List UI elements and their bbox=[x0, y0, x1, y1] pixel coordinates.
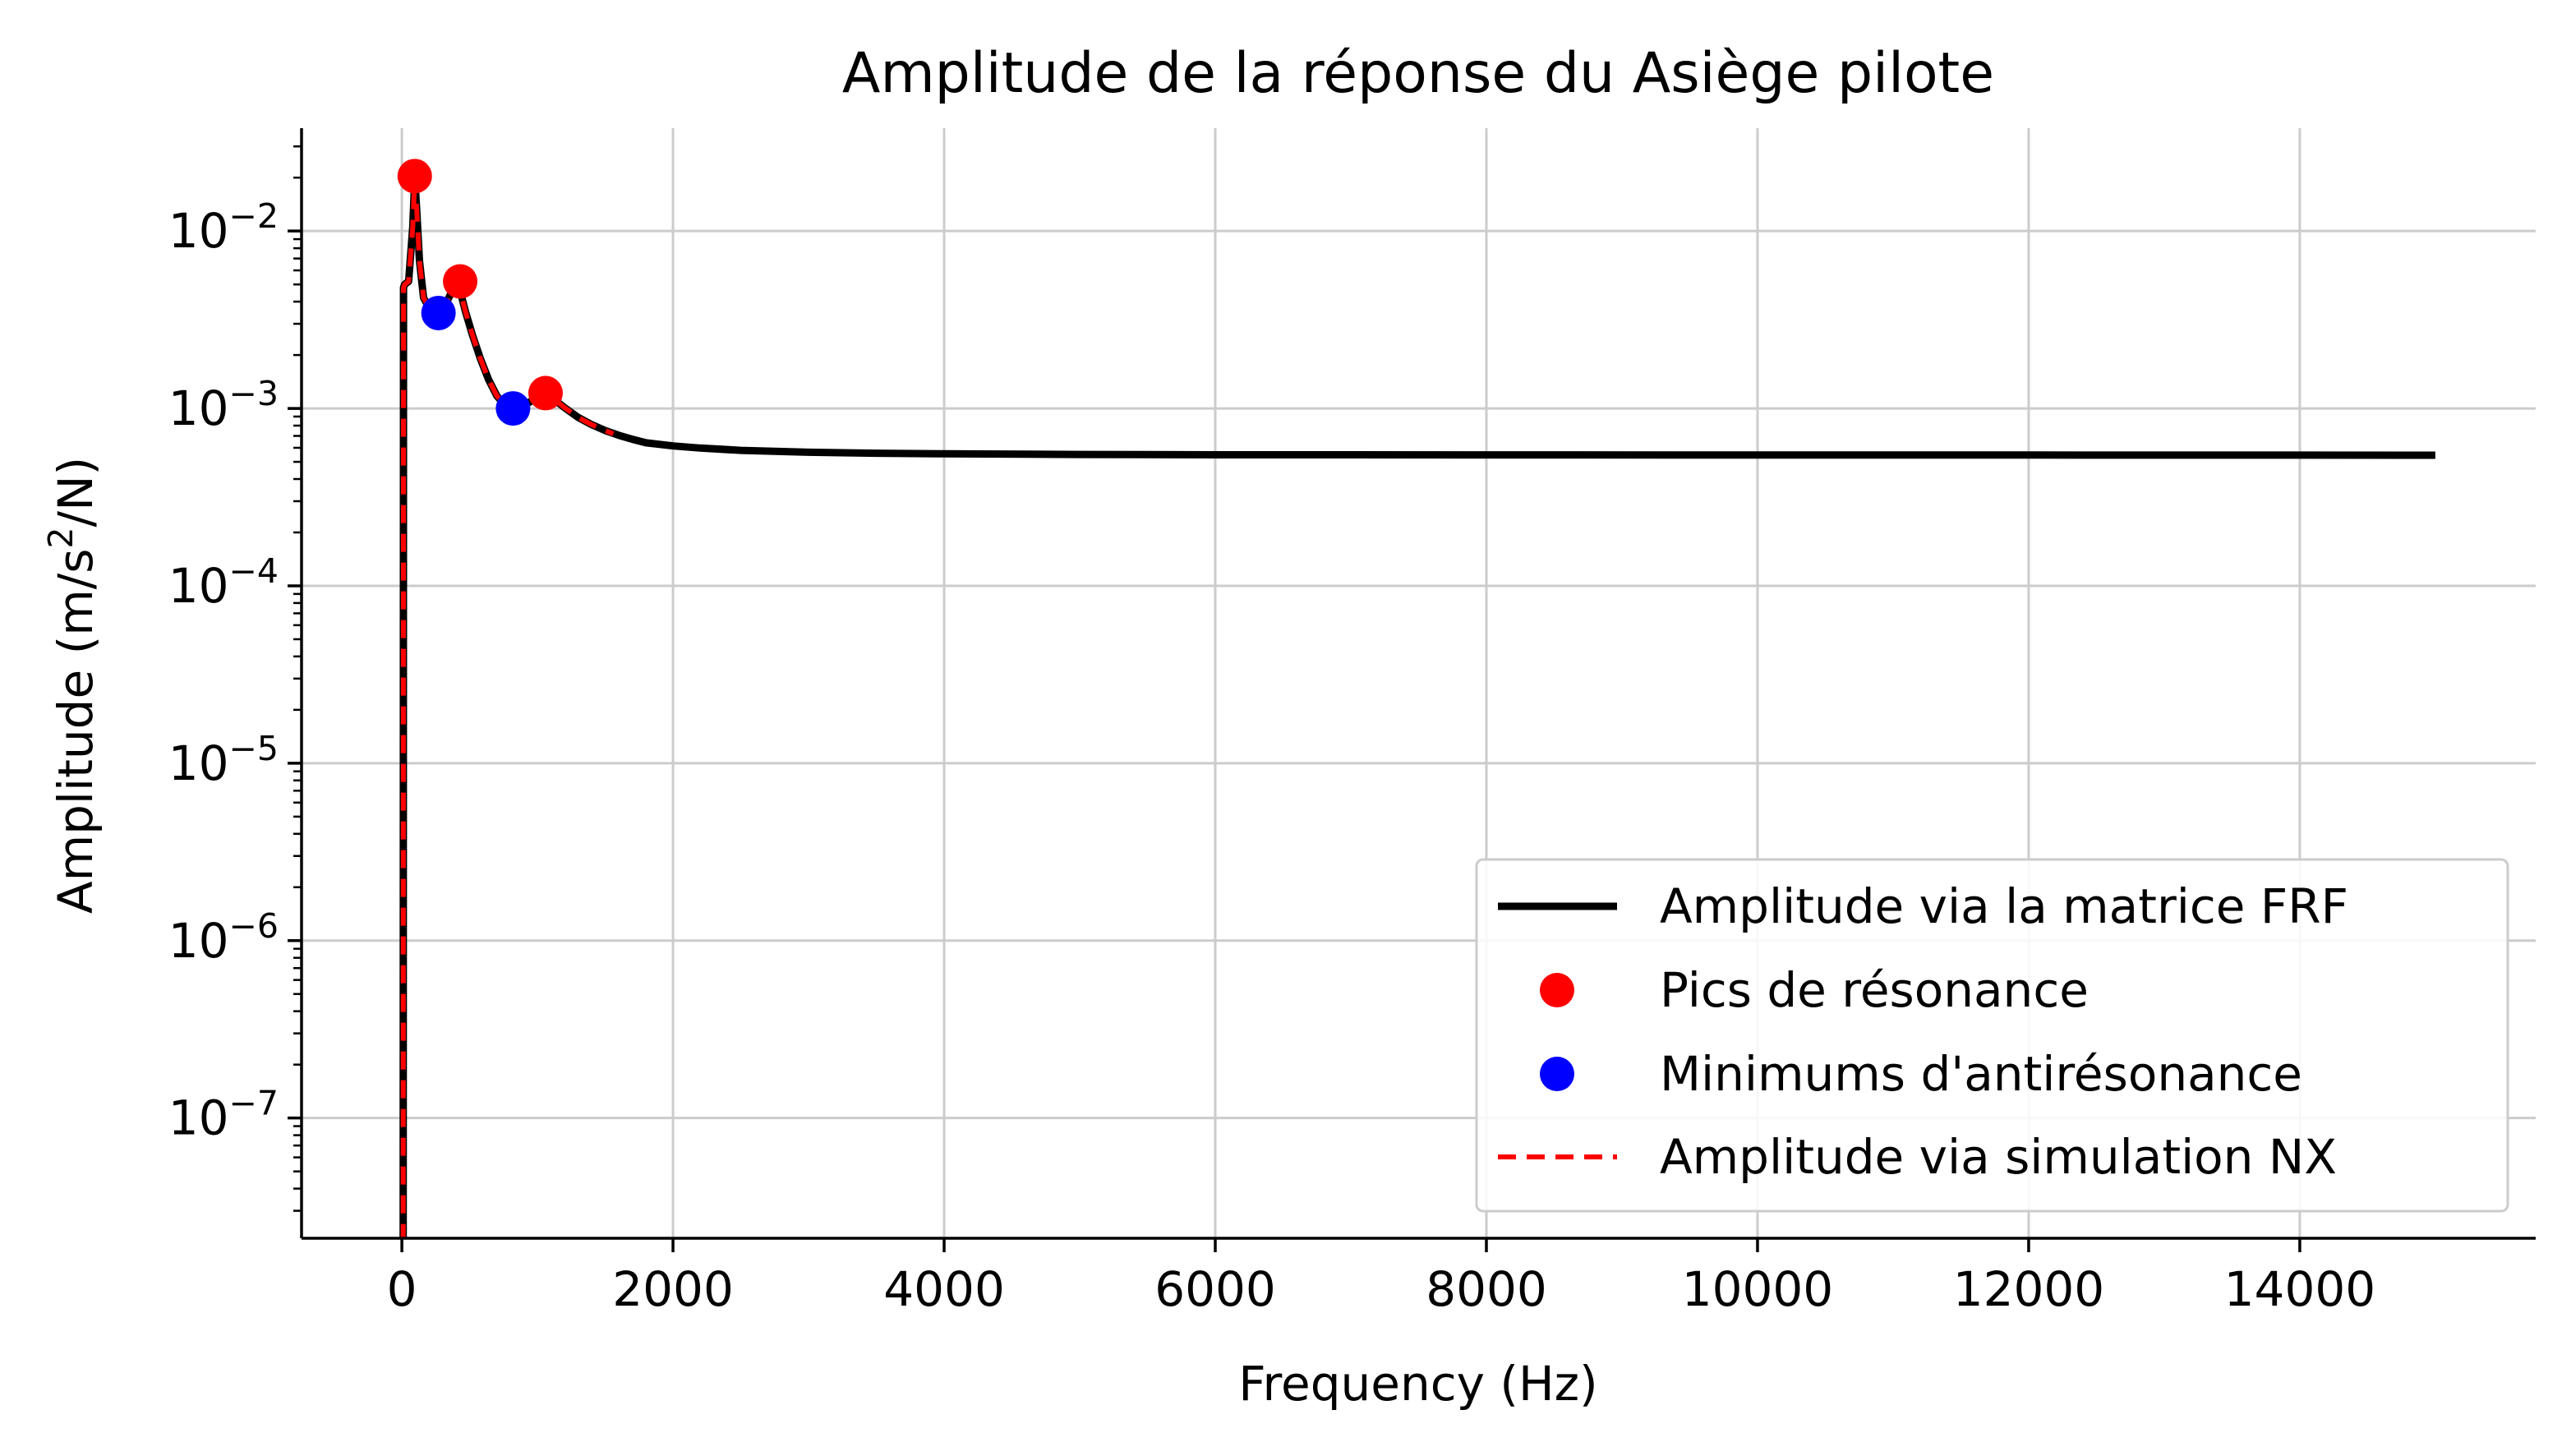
series-layer bbox=[397, 159, 2435, 1238]
y-tick-label: 10−4 bbox=[168, 551, 279, 614]
x-tick-label: 12000 bbox=[1953, 1261, 2105, 1317]
legend-swatch-marker bbox=[1540, 973, 1574, 1007]
resonance-peak-marker bbox=[443, 264, 478, 299]
legend-label: Pics de résonance bbox=[1660, 962, 2089, 1018]
legend: Amplitude via la matrice FRF Pics de réso… bbox=[1475, 858, 2509, 1213]
legend-swatch-marker bbox=[1540, 1057, 1574, 1091]
x-tick-label: 4000 bbox=[883, 1261, 1005, 1317]
x-tick-label: 8000 bbox=[1426, 1261, 1547, 1317]
antiresonance-min-marker bbox=[495, 391, 531, 426]
ticks: 0 2000 4000 6000 8000 10000 12000 14000 10−7 10−6… bbox=[168, 145, 2376, 1317]
legend-label: Minimums d'antirésonance bbox=[1660, 1046, 2302, 1102]
resonance-peak-marker bbox=[397, 159, 432, 194]
y-axis-label: Amplitude (m/s2/N) bbox=[41, 457, 104, 914]
y-tick-label: 10−6 bbox=[168, 906, 279, 969]
legend-box bbox=[1475, 858, 2509, 1213]
y-tick-label: 10−2 bbox=[168, 196, 279, 259]
legend-label: Amplitude via la matrice FRF bbox=[1660, 878, 2348, 934]
antiresonance-min-marker bbox=[421, 295, 456, 330]
y-axis-label-end: /N) bbox=[48, 457, 104, 528]
resonance-peak-marker bbox=[528, 376, 563, 411]
x-tick-label: 6000 bbox=[1154, 1261, 1276, 1317]
x-tick-label: 14000 bbox=[2224, 1261, 2376, 1317]
x-tick-label: 0 bbox=[387, 1261, 417, 1317]
y-tick-label: 10−5 bbox=[168, 729, 279, 791]
x-tick-label: 10000 bbox=[1682, 1261, 1834, 1317]
y-axis-label-main: Amplitude (m/s bbox=[48, 549, 104, 915]
x-tick-label: 2000 bbox=[612, 1261, 734, 1317]
y-axis-label-sup: 2 bbox=[41, 527, 81, 548]
y-tick-label: 10−7 bbox=[168, 1084, 279, 1146]
legend-label: Amplitude via simulation NX bbox=[1660, 1129, 2337, 1185]
chart-title: Amplitude de la réponse du Asiège pilote bbox=[842, 41, 1994, 106]
x-axis-label: Frequency (Hz) bbox=[1238, 1356, 1597, 1412]
y-tick-label: 10−3 bbox=[168, 374, 279, 436]
